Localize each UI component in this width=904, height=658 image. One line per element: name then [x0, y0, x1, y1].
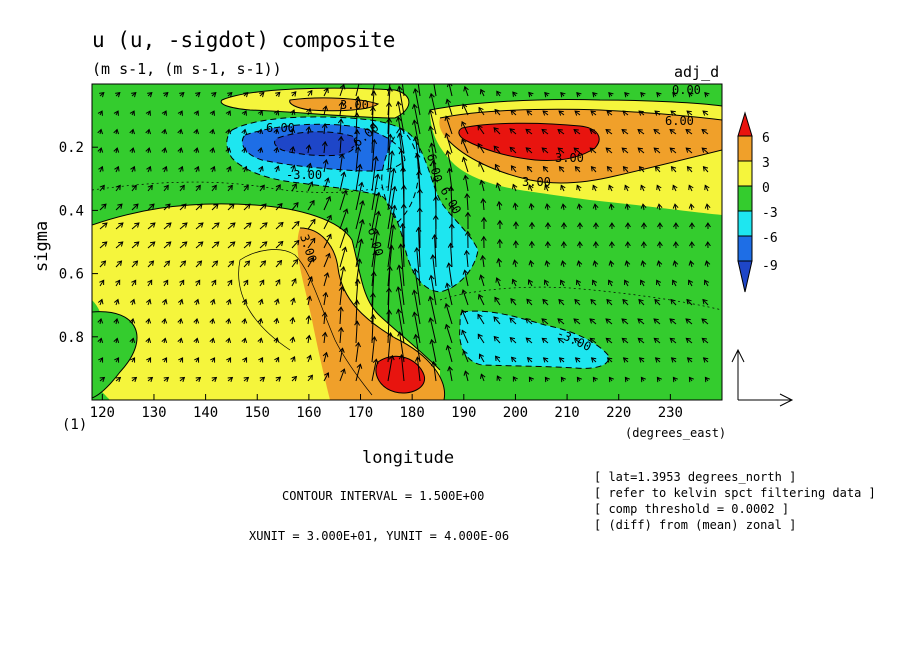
contour-label: 0.00	[672, 83, 701, 97]
x-axis-label: longitude	[362, 448, 454, 468]
x-tick-label: 120	[90, 405, 115, 421]
y-tick-label: 0.2	[59, 140, 84, 156]
contour-label: 3.00	[555, 151, 584, 165]
contour-label: 6.00	[665, 114, 694, 128]
y-axis-label: sigma	[32, 221, 52, 272]
colorbar-label: -6	[762, 231, 778, 246]
x-tick-label: 210	[554, 405, 579, 421]
colorbar: 6 3 0 -3 -6 -9	[738, 113, 778, 292]
corner-label: adj_d	[674, 63, 719, 81]
note-line: [ comp threshold = 0.0002 ]	[594, 502, 789, 516]
colorbar-swatch	[738, 136, 752, 161]
x-tick-label: 160	[296, 405, 321, 421]
note-line: [ (diff) from (mean) zonal ]	[594, 518, 796, 532]
colorbar-swatch	[738, 186, 752, 211]
y-tick-label: 0.8	[59, 330, 84, 346]
colorbar-swatch	[738, 211, 752, 236]
x-tick-label: 130	[141, 405, 166, 421]
colorbar-label: 6	[762, 131, 770, 146]
x-axis-units: (degrees_east)	[625, 426, 726, 440]
note-line: [ lat=1.3953 degrees_north ]	[594, 470, 796, 484]
colorbar-label: -9	[762, 259, 778, 274]
colorbar-swatch	[738, 261, 752, 292]
contour-label: -3.00	[286, 168, 322, 182]
vector-arrowhead	[431, 78, 436, 82]
contour-interval: CONTOUR INTERVAL = 1.500E+00	[282, 489, 484, 503]
chart-title: u (u, -sigdot) composite	[92, 28, 395, 52]
chart-units: (m s-1, (m s-1, s-1))	[92, 60, 282, 78]
vector-arrowhead	[389, 72, 394, 76]
x-tick-label: 180	[400, 405, 425, 421]
contour-label: 3.00	[340, 98, 369, 112]
colorbar-label: -3	[762, 206, 778, 221]
y-tick-label: 0.4	[59, 203, 84, 219]
vector-arrowhead	[399, 71, 404, 75]
vector-arrowhead	[373, 76, 378, 80]
y-tick-label: 0.6	[59, 267, 84, 283]
panel-id: (1)	[62, 417, 87, 433]
contour-label: 3.00	[522, 175, 551, 189]
colorbar-swatch	[738, 161, 752, 186]
colorbar-swatch	[738, 113, 752, 136]
colorbar-label: 3	[762, 156, 770, 171]
x-tick-label: 200	[503, 405, 528, 421]
x-tick-label: 170	[348, 405, 373, 421]
x-tick-label: 230	[658, 405, 683, 421]
x-tick-label: 150	[245, 405, 270, 421]
vector-arrowhead	[415, 74, 420, 78]
colorbar-label: 0	[762, 181, 770, 196]
colorbar-swatch	[738, 236, 752, 261]
vector-units: XUNIT = 3.000E+01, YUNIT = 4.000E-06	[249, 529, 509, 543]
contour-label: 6.00	[266, 121, 295, 135]
x-tick-label: 190	[451, 405, 476, 421]
x-tick-label: 220	[606, 405, 631, 421]
note-line: [ refer to kelvin spct filtering data ]	[594, 486, 876, 500]
reference-vector	[732, 350, 792, 406]
x-tick-label: 140	[193, 405, 218, 421]
